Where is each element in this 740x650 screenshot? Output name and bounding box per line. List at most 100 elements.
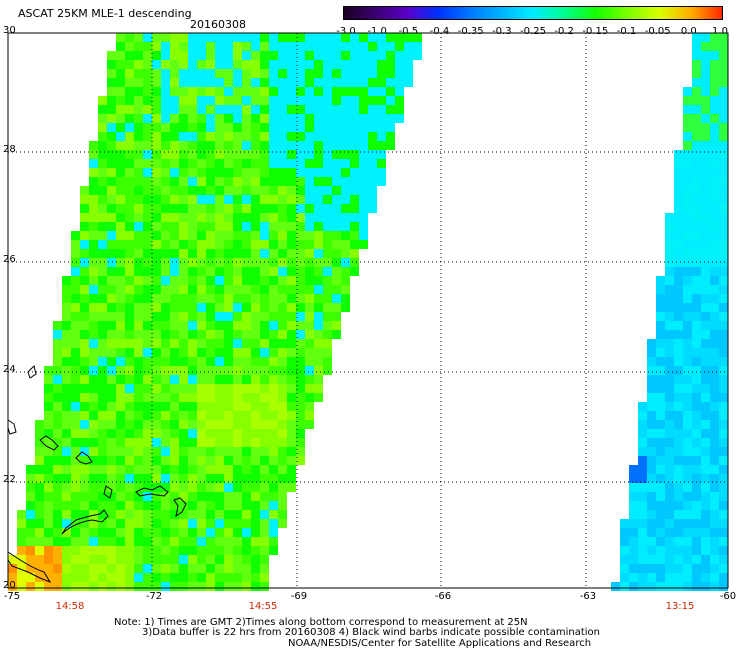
scatterometer-cell bbox=[368, 132, 377, 141]
scatterometer-cell bbox=[179, 105, 188, 114]
scatterometer-cell bbox=[197, 213, 206, 222]
scatterometer-cell bbox=[332, 51, 341, 60]
scatterometer-cell bbox=[305, 366, 314, 375]
scatterometer-cell bbox=[278, 276, 287, 285]
scatterometer-cell bbox=[215, 231, 224, 240]
scatterometer-cell bbox=[62, 474, 71, 483]
scatterometer-cell bbox=[332, 87, 341, 96]
scatterometer-cell bbox=[116, 150, 125, 159]
scatterometer-cell bbox=[242, 105, 251, 114]
scatterometer-cell bbox=[152, 366, 161, 375]
scatterometer-cell bbox=[80, 483, 89, 492]
scatterometer-cell bbox=[305, 141, 314, 150]
scatterometer-cell bbox=[170, 123, 179, 132]
scatterometer-cell bbox=[233, 177, 242, 186]
coastline-hispaniola bbox=[61, 509, 109, 535]
scatterometer-cell bbox=[233, 546, 242, 555]
scatterometer-cell bbox=[350, 87, 359, 96]
scatterometer-cell bbox=[296, 294, 305, 303]
scatterometer-cell bbox=[296, 177, 305, 186]
scatterometer-cell bbox=[242, 357, 251, 366]
scatterometer-cell bbox=[323, 159, 332, 168]
scatterometer-cell bbox=[215, 213, 224, 222]
scatterometer-cell bbox=[386, 141, 395, 150]
scatterometer-cell bbox=[53, 384, 62, 393]
scatterometer-cell bbox=[656, 294, 665, 303]
scatterometer-cell bbox=[215, 141, 224, 150]
scatterometer-cell bbox=[170, 195, 179, 204]
scatterometer-cell bbox=[206, 132, 215, 141]
scatterometer-cell bbox=[260, 60, 269, 69]
scatterometer-cell bbox=[341, 195, 350, 204]
scatterometer-cell bbox=[152, 96, 161, 105]
scatterometer-cell bbox=[206, 150, 215, 159]
scatterometer-cell bbox=[62, 393, 71, 402]
scatterometer-cell bbox=[719, 267, 728, 276]
scatterometer-cell bbox=[116, 69, 125, 78]
scatterometer-cell bbox=[89, 267, 98, 276]
scatterometer-cell bbox=[323, 321, 332, 330]
scatterometer-cell bbox=[161, 420, 170, 429]
scatterometer-cell bbox=[323, 339, 332, 348]
scatterometer-cell bbox=[35, 546, 44, 555]
scatterometer-cell bbox=[656, 420, 665, 429]
scatterometer-cell bbox=[692, 483, 701, 492]
scatterometer-cell bbox=[170, 258, 179, 267]
colorbar-tick-label: -0.1 bbox=[616, 26, 637, 37]
scatterometer-cell bbox=[674, 510, 683, 519]
scatterometer-cell bbox=[152, 249, 161, 258]
scatterometer-cell bbox=[134, 438, 143, 447]
scatterometer-cell bbox=[656, 366, 665, 375]
scatterometer-cell bbox=[26, 510, 35, 519]
scatterometer-cell bbox=[683, 186, 692, 195]
scatterometer-cell bbox=[710, 186, 719, 195]
scatterometer-cell bbox=[305, 186, 314, 195]
scatterometer-cell bbox=[152, 537, 161, 546]
scatterometer-cell bbox=[692, 132, 701, 141]
scatterometer-cell bbox=[188, 375, 197, 384]
scatterometer-cell bbox=[80, 348, 89, 357]
scatterometer-cell bbox=[368, 204, 377, 213]
scatterometer-cell bbox=[53, 402, 62, 411]
scatterometer-cell bbox=[80, 339, 89, 348]
scatterometer-cell bbox=[656, 582, 665, 591]
scatterometer-cell bbox=[215, 348, 224, 357]
scatterometer-cell bbox=[359, 33, 368, 42]
scatterometer-cell bbox=[683, 510, 692, 519]
scatterometer-cell bbox=[242, 195, 251, 204]
scatterometer-cell bbox=[143, 168, 152, 177]
scatterometer-cell bbox=[341, 267, 350, 276]
scatterometer-cell bbox=[278, 492, 287, 501]
scatterometer-cell bbox=[242, 159, 251, 168]
scatterometer-cell bbox=[656, 492, 665, 501]
scatterometer-cell bbox=[701, 123, 710, 132]
scatterometer-cell bbox=[377, 87, 386, 96]
scatterometer-cell bbox=[629, 573, 638, 582]
scatterometer-cell bbox=[71, 231, 80, 240]
scatterometer-cell bbox=[719, 501, 728, 510]
scatterometer-cell bbox=[134, 240, 143, 249]
scatterometer-cell bbox=[62, 285, 71, 294]
scatterometer-cell bbox=[692, 204, 701, 213]
scatterometer-cell bbox=[656, 546, 665, 555]
scatterometer-cell bbox=[341, 96, 350, 105]
scatterometer-cell bbox=[359, 123, 368, 132]
scatterometer-cell bbox=[233, 150, 242, 159]
scatterometer-cell bbox=[656, 330, 665, 339]
scatterometer-cell bbox=[251, 429, 260, 438]
scatterometer-cell bbox=[233, 141, 242, 150]
scatterometer-cell bbox=[242, 249, 251, 258]
scatterometer-cell bbox=[53, 510, 62, 519]
scatterometer-cell bbox=[197, 528, 206, 537]
scatterometer-cell bbox=[134, 123, 143, 132]
scatterometer-cell bbox=[305, 33, 314, 42]
scatterometer-cell bbox=[197, 87, 206, 96]
scatterometer-cell bbox=[215, 429, 224, 438]
scatterometer-cell bbox=[296, 420, 305, 429]
scatterometer-cell bbox=[260, 420, 269, 429]
scatterometer-cell bbox=[692, 357, 701, 366]
scatterometer-cell bbox=[143, 411, 152, 420]
scatterometer-cell bbox=[638, 429, 647, 438]
scatterometer-cell bbox=[53, 537, 62, 546]
scatterometer-cell bbox=[179, 366, 188, 375]
